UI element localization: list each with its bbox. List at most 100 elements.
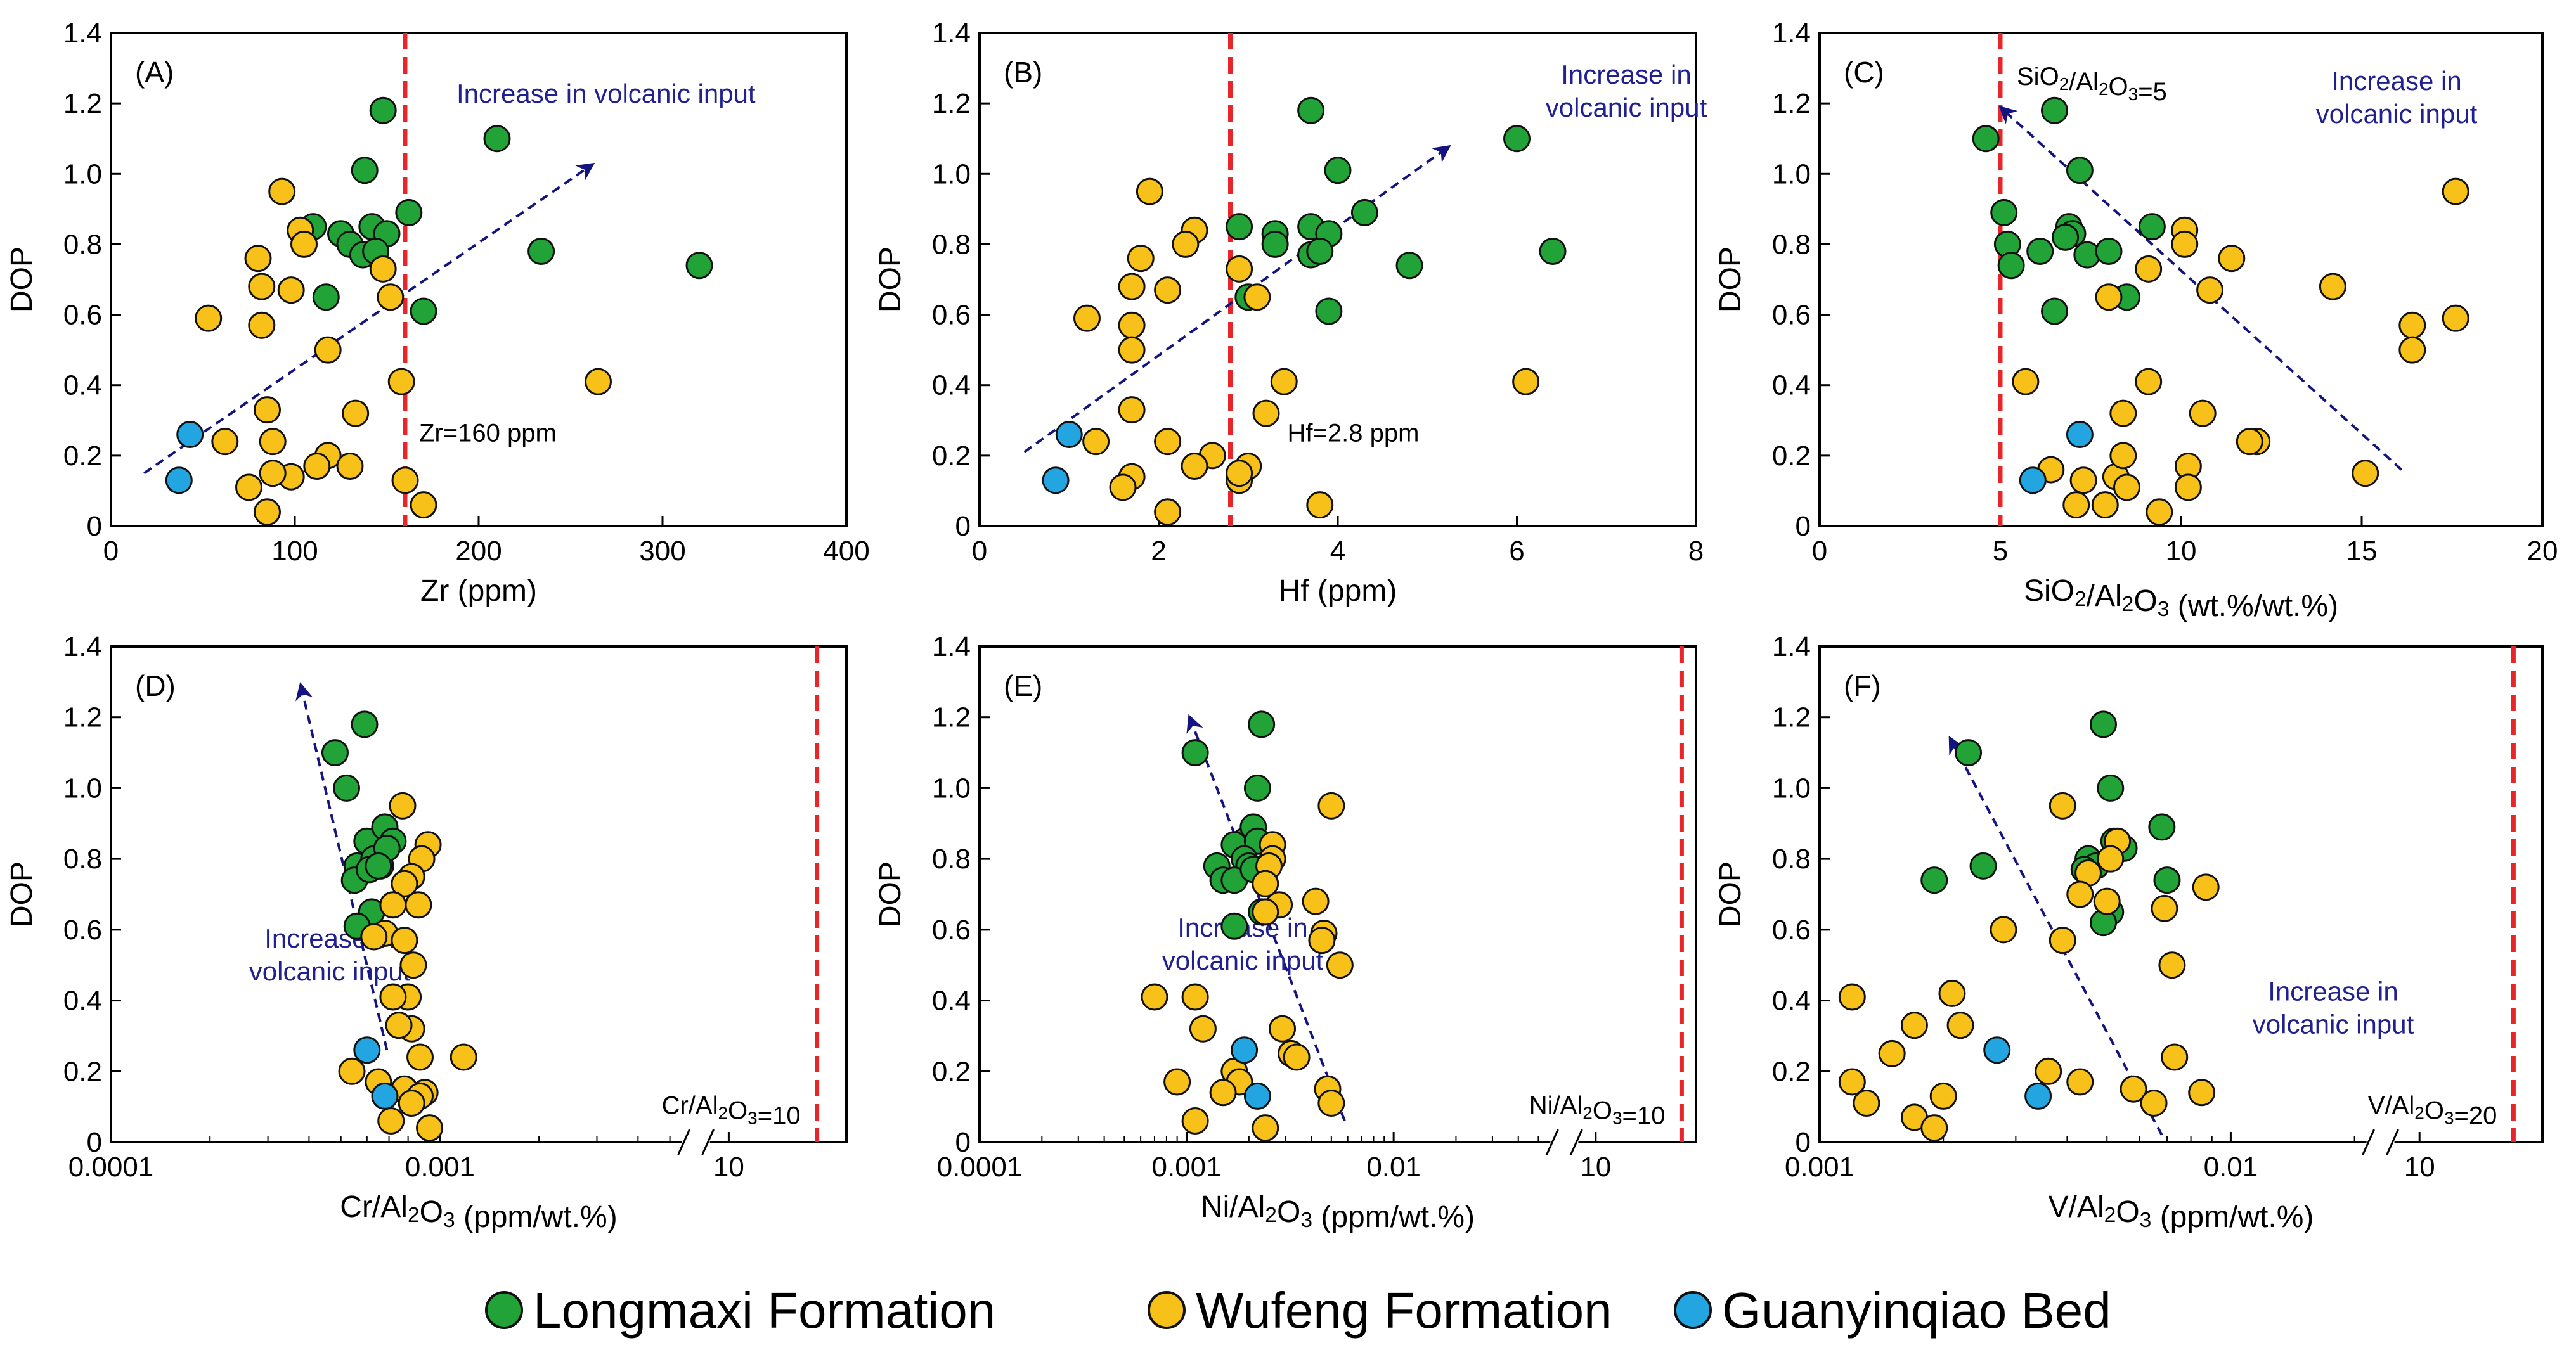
panel-label: (E) [1004, 669, 1042, 702]
data-point [1306, 491, 1334, 519]
y-tick-label: 0.4 [63, 986, 102, 1017]
data-point [1109, 473, 1137, 501]
data-point [1326, 951, 1354, 979]
axis-break-mark [1546, 1129, 1559, 1155]
data-point [1181, 1107, 1209, 1135]
data-point [2052, 223, 2080, 251]
x-tick-label: 8 [1688, 536, 1704, 567]
data-point [379, 983, 407, 1011]
data-point [1248, 710, 1276, 738]
x-tick-label: 0.01 [2204, 1152, 2258, 1183]
legend-label: Guanyinqiao Bed [1722, 1282, 2111, 1339]
data-point [1395, 252, 1423, 280]
trend-arrow [1186, 714, 1346, 1122]
annotation-line: Increase in [2268, 977, 2398, 1006]
data-point [321, 739, 349, 767]
data-point [2095, 283, 2123, 311]
data-point [399, 951, 427, 979]
y-tick-label: 0 [1796, 511, 1811, 542]
x-tick-label: 0.001 [1152, 1152, 1222, 1183]
data-point [2236, 428, 2263, 456]
y-tick-label: 1.4 [932, 631, 971, 662]
panel-label: (C) [1844, 56, 1884, 89]
data-point [1136, 177, 1163, 205]
data-point [2041, 297, 2068, 325]
x-tick-label: 0.0001 [937, 1152, 1023, 1183]
data-point [1324, 157, 1352, 184]
data-point [1118, 336, 1146, 364]
legend-marker [485, 1291, 523, 1329]
y-tick-label: 0.4 [63, 370, 102, 401]
legend: Longmaxi Formation Wufeng Formation Guanyi… [485, 1282, 2111, 1339]
data-point [1154, 498, 1182, 526]
y-axis-label: DOP [5, 247, 39, 312]
data-point [1308, 927, 1336, 955]
panel-f: 0 0.2 0.4 0.6 0.8 1.0 1.2 1.4 DOP 0.001 0.01 10 V/Al… [1714, 631, 2544, 1234]
y-tick-label: 0.6 [1772, 915, 1811, 946]
data-point [387, 368, 415, 395]
data-point [1042, 466, 1070, 494]
threshold-label: Cr/Al2O3=10 [662, 1091, 801, 1129]
y-tick-label: 1.4 [63, 18, 102, 49]
data-point [2398, 311, 2426, 339]
y-tick-label: 0.6 [63, 915, 102, 946]
y-tick-label: 0 [1796, 1127, 1811, 1158]
axis-break-mark [1570, 1129, 1583, 1155]
annotation-line: volcanic input [249, 956, 411, 986]
data-point [2138, 213, 2166, 241]
data-point [1283, 1043, 1311, 1071]
data-point [1220, 912, 1248, 940]
y-tick-label: 0.2 [1772, 440, 1811, 472]
data-point [259, 428, 287, 456]
y-tick-label: 0.6 [932, 300, 971, 331]
data-point [2035, 1057, 2062, 1085]
legend-label: Wufeng Formation [1196, 1282, 1612, 1339]
x-tick-label: 400 [823, 536, 869, 567]
data-point [2174, 473, 2202, 501]
data-point [195, 304, 223, 332]
panel-c: 0 0.2 0.4 0.6 0.8 1.0 1.2 1.4 DOP 0 5 10 15 20 SiO2/Al… [1714, 18, 2558, 623]
data-point [1269, 1015, 1297, 1043]
data-point [1539, 238, 1567, 266]
data-point [312, 283, 340, 311]
y-tick-label: 1.0 [63, 158, 102, 190]
data-point [1503, 125, 1531, 153]
data-point [1306, 238, 1334, 266]
plot-frame [978, 645, 1697, 1143]
y-axis-label: DOP [1714, 247, 1747, 312]
data-point [2188, 1079, 2216, 1107]
y-tick-label: 0.6 [1772, 300, 1811, 331]
data-point [2066, 421, 2094, 449]
y-axis-label: DOP [1714, 861, 1747, 927]
y-tick-label: 1.4 [932, 18, 971, 49]
annotation-line: Increase in [2331, 66, 2461, 96]
data-point [1154, 428, 1182, 456]
y-tick-label: 1.2 [1772, 702, 1811, 733]
data-point [389, 792, 417, 820]
data-point [1226, 255, 1253, 283]
data-point [1261, 230, 1289, 258]
data-point [353, 1036, 381, 1064]
y-tick-label: 1.4 [63, 631, 102, 662]
x-tick-label: 15 [2346, 536, 2378, 567]
data-point [1983, 1036, 2011, 1064]
data-point [176, 421, 204, 449]
y-tick-label: 0 [955, 511, 971, 542]
threshold-label: Ni/Al2O3=10 [1529, 1091, 1666, 1129]
data-point [2062, 491, 2090, 519]
data-point [1878, 1039, 1906, 1067]
data-point [391, 870, 418, 897]
data-point [1317, 1090, 1345, 1117]
x-tick-label: 6 [1509, 536, 1524, 567]
data-point [1972, 125, 2000, 153]
data-point [259, 460, 287, 487]
x-axis-label: Cr/Al2O3 (ppm/wt.%) [340, 1190, 617, 1234]
data-point [1938, 979, 1966, 1007]
data-point [2192, 873, 2220, 901]
y-tick-label: 1.2 [932, 88, 971, 119]
y-tick-label: 0.2 [1772, 1056, 1811, 1087]
data-point [2135, 255, 2163, 283]
x-tick-label: 0 [103, 536, 119, 567]
data-point [1838, 983, 1866, 1011]
data-point [1118, 396, 1146, 424]
